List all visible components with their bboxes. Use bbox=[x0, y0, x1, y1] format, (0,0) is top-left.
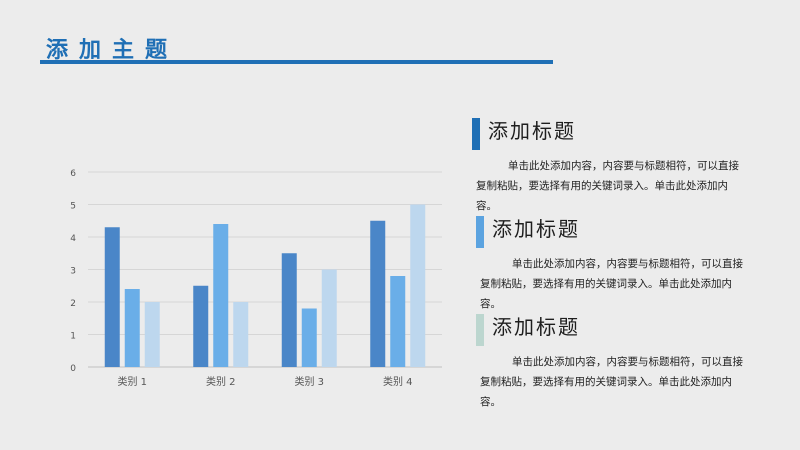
x-tick-label: 类别 4 bbox=[383, 375, 413, 388]
bar bbox=[410, 204, 426, 367]
y-tick-label: 3 bbox=[70, 267, 76, 277]
section-body: 单击此处添加内容，内容要与标题相符，可以直接复制粘贴，要选择有用的关键词录入。单… bbox=[480, 258, 743, 310]
bar bbox=[233, 302, 249, 367]
bar bbox=[124, 289, 140, 367]
y-tick-label: 4 bbox=[70, 234, 76, 244]
x-tick-label: 类别 2 bbox=[206, 375, 236, 388]
bar bbox=[144, 302, 160, 367]
section-body: 单击此处添加内容，内容要与标题相符，可以直接复制粘贴，要选择有用的关键词录入。单… bbox=[480, 356, 743, 408]
section-accent-bar bbox=[472, 118, 480, 150]
bar-chart: 0 1 2 3 4 5 6 类别 1 类别 2 类别 3 类别 4 bbox=[60, 160, 450, 395]
bar bbox=[213, 224, 229, 367]
page-title: 添加主题 bbox=[46, 38, 179, 63]
bar bbox=[321, 269, 337, 367]
bar bbox=[301, 308, 317, 367]
y-tick-label: 0 bbox=[70, 364, 76, 374]
bar bbox=[390, 276, 406, 367]
bar bbox=[193, 285, 209, 367]
x-tick-label: 类别 3 bbox=[294, 375, 324, 388]
section-heading: 添加标题 bbox=[488, 119, 576, 143]
y-tick-label: 6 bbox=[70, 169, 76, 179]
section-accent-bar bbox=[476, 216, 484, 248]
y-tick-label: 1 bbox=[70, 332, 76, 342]
bar bbox=[104, 227, 120, 367]
section-heading: 添加标题 bbox=[492, 315, 580, 339]
y-tick-label: 2 bbox=[70, 299, 76, 309]
x-tick-label: 类别 1 bbox=[117, 375, 147, 388]
bar-chart-svg: 0 1 2 3 4 5 6 类别 1 类别 2 类别 3 类别 4 bbox=[70, 169, 442, 388]
bar bbox=[281, 253, 297, 367]
section-body: 单击此处添加内容，内容要与标题相符，可以直接复制粘贴，要选择有用的关键词录入。单… bbox=[476, 160, 739, 212]
y-tick-label: 5 bbox=[70, 202, 76, 212]
section-heading: 添加标题 bbox=[492, 217, 580, 241]
title-underline bbox=[40, 60, 553, 64]
section-accent-bar bbox=[476, 314, 484, 346]
bar bbox=[370, 220, 386, 367]
